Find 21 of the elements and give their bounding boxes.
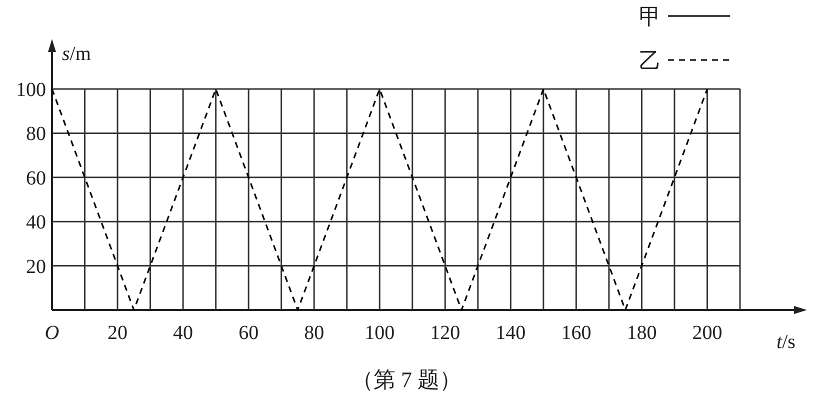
- x-tick-label: 20: [108, 322, 128, 344]
- y-axis-title: s/m: [62, 43, 92, 65]
- x-tick-label: 100: [364, 322, 395, 344]
- x-tick-label: 80: [304, 322, 324, 344]
- x-tick-label: O: [44, 322, 60, 344]
- legend-label: 甲: [639, 4, 661, 29]
- y-tick-label: 60: [26, 167, 46, 190]
- x-tick-label: 60: [238, 322, 259, 344]
- legend-label: 乙: [639, 48, 661, 73]
- x-tick-label: 180: [626, 322, 657, 344]
- x-tick-label: 160: [561, 322, 592, 344]
- y-tick-label: 100: [16, 79, 46, 101]
- x-tick-label: 120: [430, 322, 460, 344]
- x-tick-label: 140: [496, 322, 526, 344]
- x-axis-title: t/s: [776, 331, 796, 353]
- y-tick-label: 80: [26, 123, 46, 146]
- y-tick-label: 20: [26, 256, 46, 278]
- text: （第 7 题）: [352, 367, 462, 392]
- x-tick-label: 40: [173, 322, 194, 344]
- x-tick-label: 200: [692, 322, 722, 344]
- y-tick-label: 40: [26, 212, 46, 234]
